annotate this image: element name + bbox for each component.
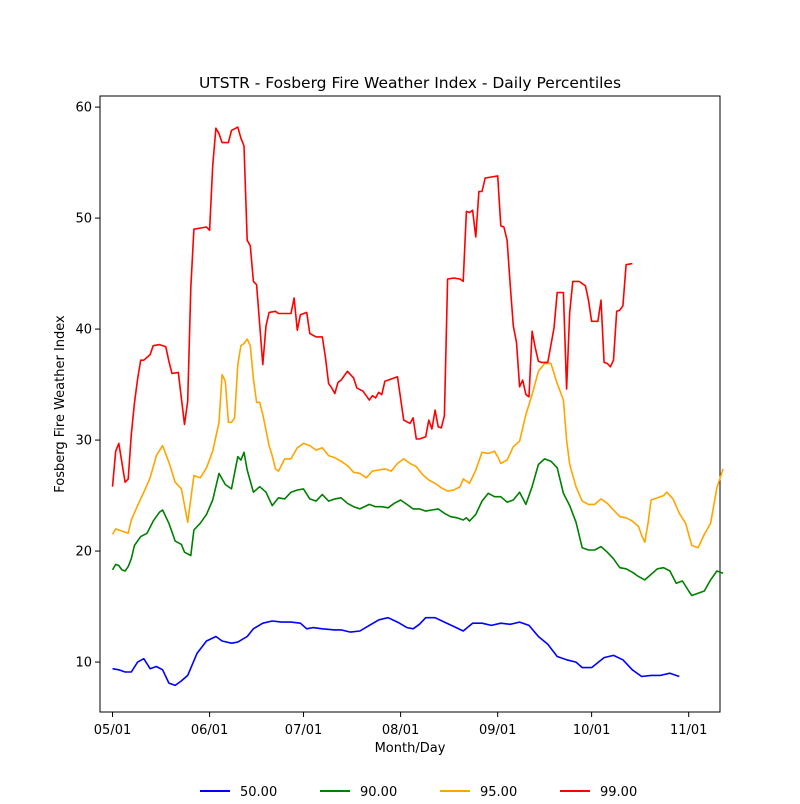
x-tick-label: 11/01: [670, 723, 707, 738]
y-axis-title: Fosberg Fire Weather Index: [53, 315, 68, 493]
x-axis-title: Month/Day: [375, 741, 446, 756]
legend-label: 95.00: [480, 785, 517, 800]
series-line-50.00: [112, 616, 680, 687]
series-line-90.00: [111, 451, 724, 597]
x-tick-label: 06/01: [191, 723, 228, 738]
y-axis: 10 20 30 40 50 60: [75, 101, 100, 671]
x-axis: 05/01 06/01 07/01 08/01 09/01 10/01 11/01: [94, 712, 707, 738]
series-line-99.00: [111, 126, 633, 487]
y-tick-label: 50: [75, 212, 92, 227]
y-tick-label: 40: [75, 323, 92, 338]
legend-label: 99.00: [600, 785, 637, 800]
plot-frame: [99, 95, 721, 713]
legend-label: 90.00: [360, 785, 397, 800]
legend-label: 50.00: [240, 785, 277, 800]
series-line-95.00: [111, 338, 724, 549]
x-tick-label: 10/01: [573, 723, 610, 738]
y-tick-label: 20: [75, 545, 92, 560]
chart-title: UTSTR - Fosberg Fire Weather Index - Dai…: [199, 74, 621, 92]
legend: 50.00 90.00 95.00 99.00: [200, 785, 637, 800]
y-tick-label: 30: [75, 434, 92, 449]
y-tick-label: 60: [75, 101, 92, 116]
x-tick-label: 08/01: [382, 723, 419, 738]
x-tick-label: 09/01: [479, 723, 516, 738]
x-tick-label: 07/01: [285, 723, 322, 738]
y-tick-label: 10: [75, 656, 92, 671]
x-tick-label: 05/01: [94, 723, 131, 738]
series-lines: [111, 126, 724, 687]
